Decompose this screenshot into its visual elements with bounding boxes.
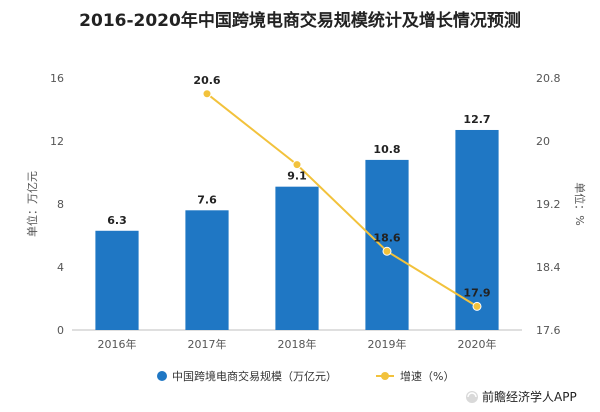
y-axis-title: 单位：万亿元 [25, 171, 39, 237]
legend-line-marker [381, 372, 389, 380]
y2-tick-label: 20.8 [536, 72, 561, 85]
legend-bar-marker [157, 371, 167, 381]
x-tick-label: 2019年 [368, 337, 407, 351]
watermark-text: 前瞻经济学人APP [482, 389, 577, 404]
legend-line-label: 增速（%） [400, 369, 454, 383]
line-point [292, 160, 302, 170]
y-tick-label: 16 [50, 72, 64, 85]
bar-data-label: 6.3 [107, 214, 127, 227]
x-tick-label: 2018年 [278, 337, 317, 351]
growth-line [206, 92, 478, 308]
bar [185, 210, 229, 330]
bar [365, 159, 409, 330]
bar [95, 230, 139, 330]
y-tick-label: 0 [57, 324, 64, 337]
x-tick-label: 2020年 [458, 337, 497, 351]
legend-bar-label: 中国跨境电商交易规模（万亿元） [172, 369, 337, 383]
chart-title: 2016-2020年中国跨境电商交易规模统计及增长情况预测 [79, 11, 521, 31]
x-tick-label: 2017年 [188, 337, 227, 351]
bar [275, 186, 319, 330]
line-point [202, 89, 212, 99]
bar-data-label: 7.6 [197, 193, 217, 206]
line-point [472, 301, 482, 311]
y-tick-label: 4 [57, 261, 64, 274]
y2-tick-label: 19.2 [536, 198, 561, 211]
bar [455, 129, 499, 330]
line-data-label: 17.9 [463, 286, 490, 299]
bar-data-label: 9.1 [287, 170, 307, 183]
line-data-label: 20.6 [193, 74, 220, 87]
bar-data-label: 10.8 [373, 143, 400, 156]
bar-data-label: 12.7 [463, 113, 490, 126]
line-point [382, 246, 392, 256]
y2-tick-label: 18.4 [536, 261, 561, 274]
x-tick-label: 2016年 [98, 337, 137, 351]
line-data-label: 18.6 [373, 231, 400, 244]
y2-tick-label: 20 [536, 135, 550, 148]
y2-axis-title: 单位：% [573, 182, 587, 225]
y2-tick-label: 17.6 [536, 324, 561, 337]
watermark-logo: 前瞻经济学人APP [466, 389, 577, 404]
y-tick-label: 8 [57, 198, 64, 211]
y-tick-label: 12 [50, 135, 64, 148]
